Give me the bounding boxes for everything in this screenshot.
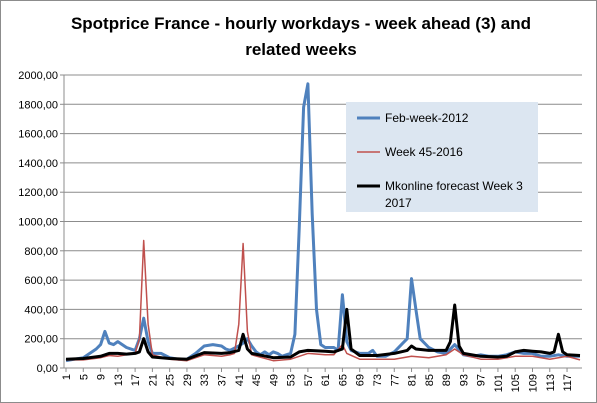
x-tick-label: 53 [286, 374, 298, 386]
x-tick-label: 17 [130, 374, 142, 386]
x-tick-label: 49 [268, 374, 280, 386]
y-tick-label: 2000,00 [18, 70, 58, 82]
x-tick-label: 21 [147, 374, 159, 386]
y-tick-label: 400,00 [24, 304, 58, 316]
y-tick-label: 1200,00 [18, 187, 58, 199]
x-tick-label: 65 [337, 374, 349, 386]
y-tick-label: 600,00 [24, 275, 58, 287]
x-tick-label: 89 [441, 374, 453, 386]
x-tick-label: 13 [113, 374, 125, 386]
x-tick-label: 25 [165, 374, 177, 386]
series-line-3 [65, 303, 581, 361]
legend-label-3: Mkonline forecast Week 3 2017 [385, 179, 523, 210]
y-tick-label: 800,00 [24, 246, 58, 258]
x-tick-label: 81 [407, 374, 419, 386]
x-tick-label: 109 [527, 374, 539, 392]
y-tick-label: 1600,00 [18, 129, 58, 141]
legend-label-1: Feb-week-2012 [385, 111, 469, 125]
x-tick-label: 57 [303, 374, 315, 386]
x-tick-label: 97 [476, 374, 488, 386]
x-tick-label: 113 [545, 374, 557, 392]
chart-title: Spotprice France - hourly workdays - wee… [70, 14, 532, 59]
x-tick-label: 61 [320, 374, 332, 386]
x-tick-label: 77 [389, 374, 401, 386]
x-tick-label: 9 [96, 374, 108, 380]
x-tick-label: 73 [372, 374, 384, 386]
x-tick-label: 69 [355, 374, 367, 386]
legend-box [346, 102, 538, 212]
x-tick-label: 29 [182, 374, 194, 386]
x-tick-label: 101 [493, 374, 505, 392]
x-tick-label: 85 [424, 374, 436, 386]
y-tick-label: 0,00 [37, 363, 58, 375]
x-tick-label: 105 [510, 374, 522, 392]
legend-label-2: Week 45-2016 [385, 145, 463, 159]
y-tick-label: 200,00 [24, 334, 58, 346]
x-tick-label: 93 [458, 374, 470, 386]
x-tick-label: 33 [199, 374, 211, 386]
y-tick-label: 1400,00 [18, 158, 58, 170]
y-tick-label: 1000,00 [18, 217, 58, 229]
x-tick-label: 37 [216, 374, 228, 386]
x-tick-label: 1 [61, 374, 73, 380]
legend: Feb-week-2012 Week 45-2016 Mkonline foreca… [346, 102, 538, 212]
x-tick-label: 45 [251, 374, 263, 386]
series-lines [65, 82, 581, 363]
x-tick-label: 5 [78, 374, 90, 380]
y-tick-label: 1800,00 [18, 99, 58, 111]
x-tick-label: 117 [562, 374, 574, 392]
axes: 0,00 200,00 400,00 600,00 800,00 1000,00 1200,… [18, 70, 582, 392]
x-tick-label: 41 [234, 374, 246, 386]
